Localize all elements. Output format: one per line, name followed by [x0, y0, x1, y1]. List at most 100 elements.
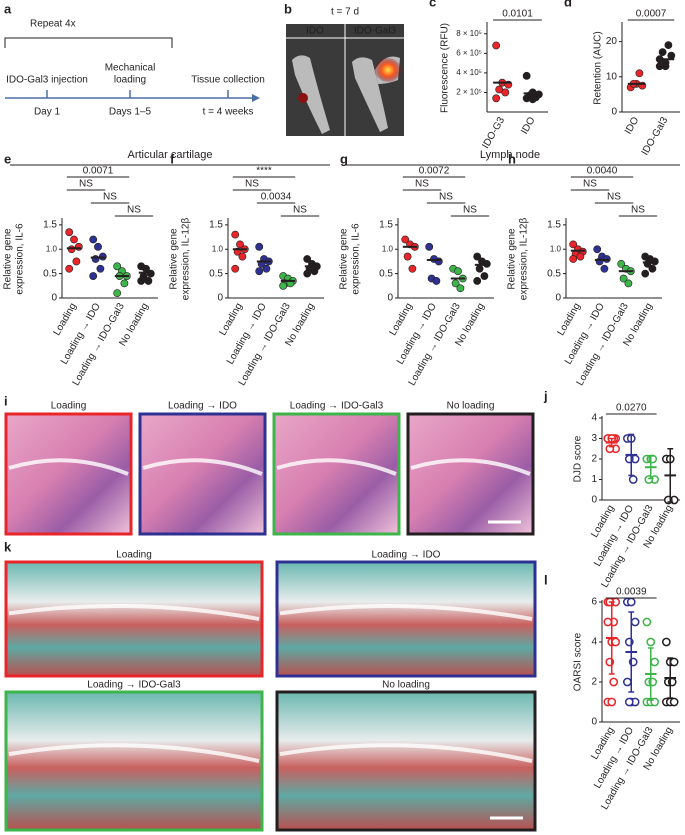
y-axis-label: Relative gene [169, 228, 180, 290]
image-title: Loading [51, 401, 87, 412]
comparison-label: 0.0270 [616, 403, 647, 414]
data-point [619, 274, 628, 283]
comparison-label: 0.0040 [587, 166, 618, 177]
data-point [603, 617, 613, 627]
y-tick-label: 2 × 10⁵ [456, 88, 482, 97]
data-point [595, 257, 604, 266]
data-point [262, 264, 271, 273]
y-tick-label: 20 [606, 36, 618, 47]
data-point [65, 228, 74, 237]
data-point [255, 242, 264, 251]
y-tick-label: 2 [591, 677, 597, 688]
histology-image [138, 412, 267, 536]
y-tick-label: 1.5 [43, 220, 57, 231]
data-point [617, 259, 626, 268]
data-point [661, 62, 670, 71]
section-title: Articular cartilage [128, 149, 213, 161]
data-point [624, 279, 633, 288]
panel-letter: e [4, 151, 11, 166]
data-point [473, 252, 482, 261]
data-point [434, 257, 443, 266]
comparison-label: 0.0072 [419, 166, 450, 177]
data-point [475, 264, 484, 273]
comparison-label: NS [245, 179, 259, 190]
y-axis-label: Relative gene [3, 228, 14, 290]
data-point [231, 264, 240, 273]
data-point [576, 252, 585, 261]
y-tick-label: 4 × 10⁵ [456, 68, 482, 77]
tissue-gap [8, 743, 260, 763]
comparison-label: 0.0034 [261, 192, 292, 203]
y-tick-label: 0.5 [379, 268, 393, 279]
data-point [310, 267, 319, 276]
data-point [609, 677, 619, 687]
y-tick-label: 1.0 [46, 244, 58, 253]
data-point [611, 637, 621, 647]
y-tick-label: 0 [51, 293, 57, 304]
y-tick-label: 0.5 [547, 268, 561, 279]
panel-letter: h [508, 151, 516, 166]
event-time: t = 4 weeks [203, 107, 254, 118]
data-point [492, 94, 501, 103]
image-label: IDO [306, 26, 324, 37]
comparison-label: NS [463, 205, 477, 216]
comparison-label: NS [103, 192, 117, 203]
y-tick-label: 6 [591, 597, 597, 608]
y-tick-label: 4 [591, 413, 597, 424]
y-tick-label: 1.5 [547, 220, 561, 231]
signal [298, 93, 308, 103]
y-tick-label: 1 [591, 474, 597, 485]
y-tick-label: 2 [591, 454, 597, 465]
data-point [425, 242, 434, 251]
y-tick-label: 1.0 [382, 244, 394, 253]
image-title: No loading [382, 680, 430, 691]
panel-letter: g [340, 151, 348, 166]
panel-letter: l [544, 572, 548, 587]
data-point [432, 277, 441, 285]
comparison-label: NS [127, 205, 141, 216]
panel-letter: c [429, 0, 436, 9]
limb [352, 57, 388, 132]
data-point [600, 264, 609, 273]
image-title: Loading → IDO [372, 550, 441, 561]
image-title: No loading [447, 401, 495, 412]
y-tick-label: 0 [217, 293, 223, 304]
histology-image [4, 412, 133, 536]
data-point [630, 617, 640, 627]
x-tick-label: IDO [519, 115, 538, 136]
data-point [144, 277, 153, 285]
x-tick-label: IDO-G3 [480, 115, 507, 151]
y-axis-label: OARSI score [573, 632, 584, 691]
repeat-bracket [4, 37, 173, 48]
tissue-gap [279, 603, 533, 621]
panel-letter: d [564, 0, 572, 9]
y-tick-label: 1.0 [550, 244, 562, 253]
image-title: Loading [116, 550, 152, 561]
signal [375, 58, 401, 82]
data-point [120, 279, 129, 288]
data-point [641, 269, 650, 278]
section-title: Lymph node [480, 149, 540, 161]
data-point [303, 269, 312, 278]
comparison-label: NS [293, 205, 307, 216]
event-label: Tissue collection [191, 75, 265, 86]
y-tick-label: 1.5 [209, 220, 223, 231]
y-axis-label: Relative gene [339, 228, 350, 290]
image-label: IDO-Gal3 [354, 26, 397, 37]
data-point [113, 289, 122, 298]
data-point [569, 240, 578, 249]
panel-letter: j [543, 388, 548, 403]
comparison-label: NS [631, 205, 645, 216]
data-point [528, 95, 537, 104]
tissue-gap [279, 743, 533, 763]
data-point [650, 657, 660, 667]
data-point [648, 264, 657, 273]
data-point [658, 48, 667, 57]
data-point [231, 230, 240, 239]
data-point [492, 41, 501, 50]
data-point [456, 284, 465, 293]
data-point [635, 69, 644, 78]
imaging-title: t = 7 d [331, 7, 359, 18]
timeline-arrow [252, 94, 260, 102]
comparison-label: NS [583, 179, 597, 190]
